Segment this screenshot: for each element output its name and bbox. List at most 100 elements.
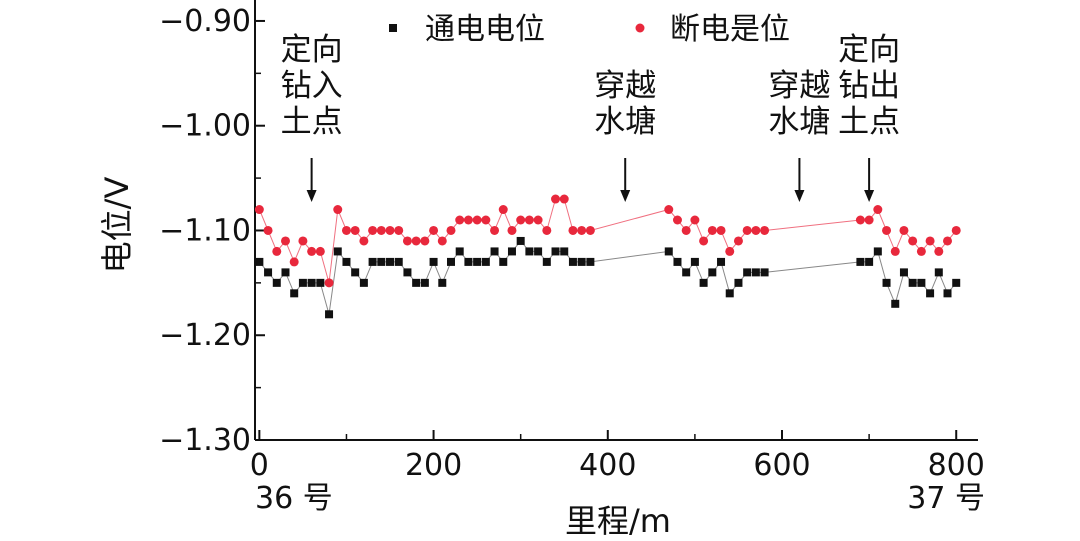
x-tick-label: 400 — [579, 448, 636, 483]
data-point — [463, 215, 473, 225]
data-point — [412, 278, 421, 287]
data-point — [934, 246, 944, 256]
data-point — [865, 257, 874, 266]
y-tick-label: −1.00 — [159, 109, 251, 144]
data-point — [359, 236, 369, 246]
data-point — [446, 257, 455, 266]
legend-label: 断电是位 — [670, 12, 790, 47]
data-point — [891, 299, 900, 308]
x-tick-label: 800 — [928, 448, 985, 483]
y-tick-label: −0.90 — [159, 4, 251, 39]
data-point — [281, 268, 290, 277]
x-end-station-label: 37 号 — [907, 481, 985, 516]
data-point — [864, 215, 874, 225]
data-point — [368, 225, 378, 235]
data-point — [533, 215, 543, 225]
data-point — [385, 225, 395, 235]
series-2 — [254, 194, 961, 288]
data-point — [481, 215, 491, 225]
annotation-arrow-head — [306, 190, 317, 202]
data-point — [386, 257, 395, 266]
y-axis-title: 电位/V — [98, 177, 136, 274]
data-point — [760, 268, 769, 277]
data-point — [560, 247, 569, 256]
legend-label: 通电电位 — [425, 12, 545, 47]
data-point — [507, 225, 517, 235]
data-point — [325, 310, 334, 319]
data-point — [342, 257, 351, 266]
legend-marker-circle — [635, 23, 645, 33]
x-axis-ticks: 0 200 400 600 800 — [250, 430, 985, 483]
data-point — [394, 257, 403, 266]
data-point — [742, 225, 752, 235]
data-point — [716, 225, 726, 235]
data-point — [664, 205, 674, 215]
data-point — [403, 268, 412, 277]
data-point — [586, 257, 595, 266]
data-point — [882, 225, 892, 235]
data-point — [429, 257, 438, 266]
data-point — [952, 278, 961, 287]
annotation-text: 水塘 — [768, 104, 830, 140]
y-tick-label: −1.30 — [159, 423, 251, 458]
annotation-text: 穿越 — [594, 68, 656, 104]
data-point — [672, 215, 682, 225]
data-point — [490, 225, 500, 235]
data-point — [568, 225, 578, 235]
data-point — [499, 257, 508, 266]
data-point — [577, 225, 587, 235]
data-point — [707, 225, 717, 235]
data-point — [751, 225, 761, 235]
data-point — [856, 257, 865, 266]
data-point — [899, 268, 908, 277]
data-point — [682, 268, 691, 277]
data-point — [855, 215, 865, 225]
annotation-text: 定向 — [838, 32, 900, 68]
data-point — [568, 257, 577, 266]
data-point — [255, 257, 264, 266]
data-point — [315, 246, 325, 256]
data-point — [394, 225, 404, 235]
x-tick-label: 0 — [250, 448, 269, 483]
data-point — [298, 236, 308, 246]
data-point — [350, 225, 360, 235]
data-point — [926, 289, 935, 298]
x-tick-label: 200 — [405, 448, 462, 483]
data-point — [472, 215, 482, 225]
data-point — [359, 278, 368, 287]
data-point — [464, 257, 473, 266]
data-point — [455, 215, 465, 225]
data-point — [272, 246, 282, 256]
y-tick-label: −1.20 — [159, 318, 251, 353]
data-point — [681, 225, 691, 235]
data-point — [760, 225, 770, 235]
data-point — [577, 257, 586, 266]
x-tick-label: 600 — [753, 448, 810, 483]
data-point — [873, 205, 883, 215]
data-point — [289, 257, 299, 267]
legend-marker-square — [389, 24, 397, 32]
data-point — [664, 247, 673, 256]
data-point — [551, 194, 561, 204]
data-point — [307, 278, 316, 287]
data-point — [725, 246, 735, 256]
data-point — [943, 289, 952, 298]
data-point — [699, 278, 708, 287]
data-point — [429, 225, 439, 235]
data-point — [516, 236, 525, 245]
data-point — [925, 236, 935, 246]
data-point — [908, 236, 918, 246]
data-point — [551, 247, 560, 256]
data-point — [481, 257, 490, 266]
data-point — [751, 268, 760, 277]
data-point — [263, 225, 273, 235]
data-point — [890, 246, 900, 256]
data-point — [368, 257, 377, 266]
x-start-station-label: 36 号 — [255, 481, 333, 516]
data-point — [377, 257, 386, 266]
series-line — [259, 240, 957, 315]
data-point — [951, 225, 961, 235]
data-point — [298, 278, 307, 287]
